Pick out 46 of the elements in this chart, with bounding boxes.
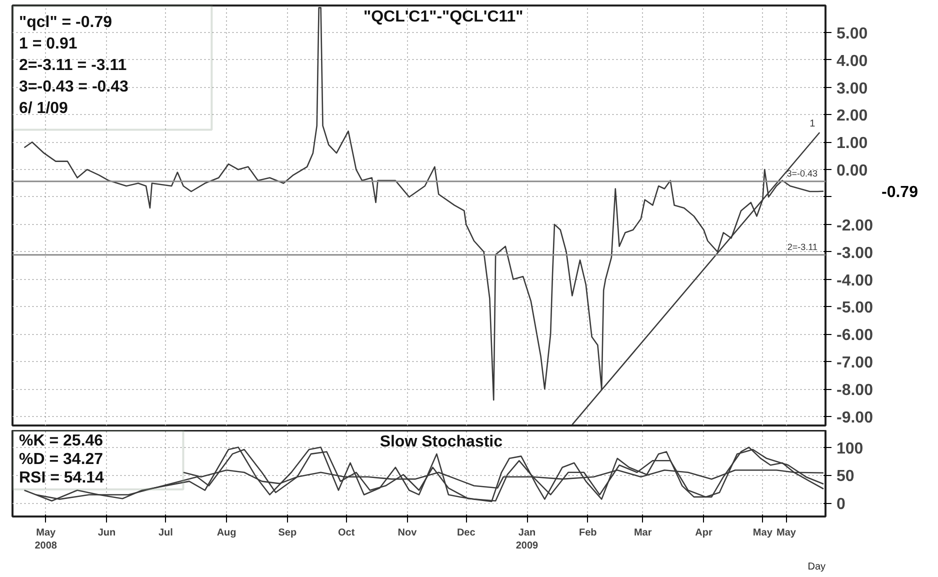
ref-line-label: 3=-0.43 [786,168,818,178]
x-tick-label: May [776,528,796,538]
chart-title: Slow Stochastic [380,434,503,450]
x-tick-label: Feb [578,528,597,538]
annotation: RSI = 54.14 [19,470,104,487]
y-tick-label: 3.00 [836,80,868,98]
x-tick-label: Jun [98,528,116,538]
annotation: "qcl" = -0.79 [19,14,112,32]
x-tick-label: May [752,528,773,538]
y-tick-label: -9.00 [836,409,874,426]
y-tick-label: -8.00 [836,382,874,400]
y-tick-label: -5.00 [836,300,874,317]
y-tick-label: 2.00 [836,108,868,125]
y-tick-label: -7.00 [836,354,874,372]
x-tick-label: Oct [338,528,356,538]
y-tick-label: -2.00 [836,217,874,234]
y-tick-label: 100 [836,440,864,458]
annotation: %D = 34.27 [19,451,104,468]
x-tick-label: Sep [278,528,297,538]
y-tick-label: 1.00 [836,135,868,152]
chart-title: "QCL'C1"-"QCL'C11" [364,8,524,26]
text: -0.79 [882,184,918,202]
ref-line-label: 2=-3.11 [787,242,818,252]
x-tick-label: Dec [456,528,476,538]
x-axis-title: Day [808,562,826,572]
annotation: 1 = 0.91 [19,36,78,53]
x-tick-label: Mar [634,528,652,538]
y-tick-label: 0.00 [836,162,868,180]
annotation: 6/ 1/09 [19,100,68,118]
annotation: 3=-0.43 = -0.43 [19,78,129,96]
y-tick-label: 0 [836,496,846,514]
annotation: %K = 25.46 [19,432,104,450]
x-tick-label: May 2008 [34,528,58,552]
x-tick-label: Nov [398,528,418,538]
y-tick-label: -6.00 [836,327,874,344]
y-tick-label: 5.00 [836,25,868,42]
y-tick-label: -3.00 [836,244,874,262]
y-tick-label: 4.00 [836,52,868,70]
y-tick-label: -4.00 [836,272,874,290]
series-label: 1 [810,118,816,130]
annotation: 2=-3.11 = -3.11 [19,57,127,74]
x-tick-label: Jul [158,528,174,538]
x-tick-label: Aug [216,528,236,538]
x-tick-label: Jan 2009 [516,528,539,552]
x-tick-label: Apr [695,528,712,538]
y-tick-label: 50 [836,468,854,486]
